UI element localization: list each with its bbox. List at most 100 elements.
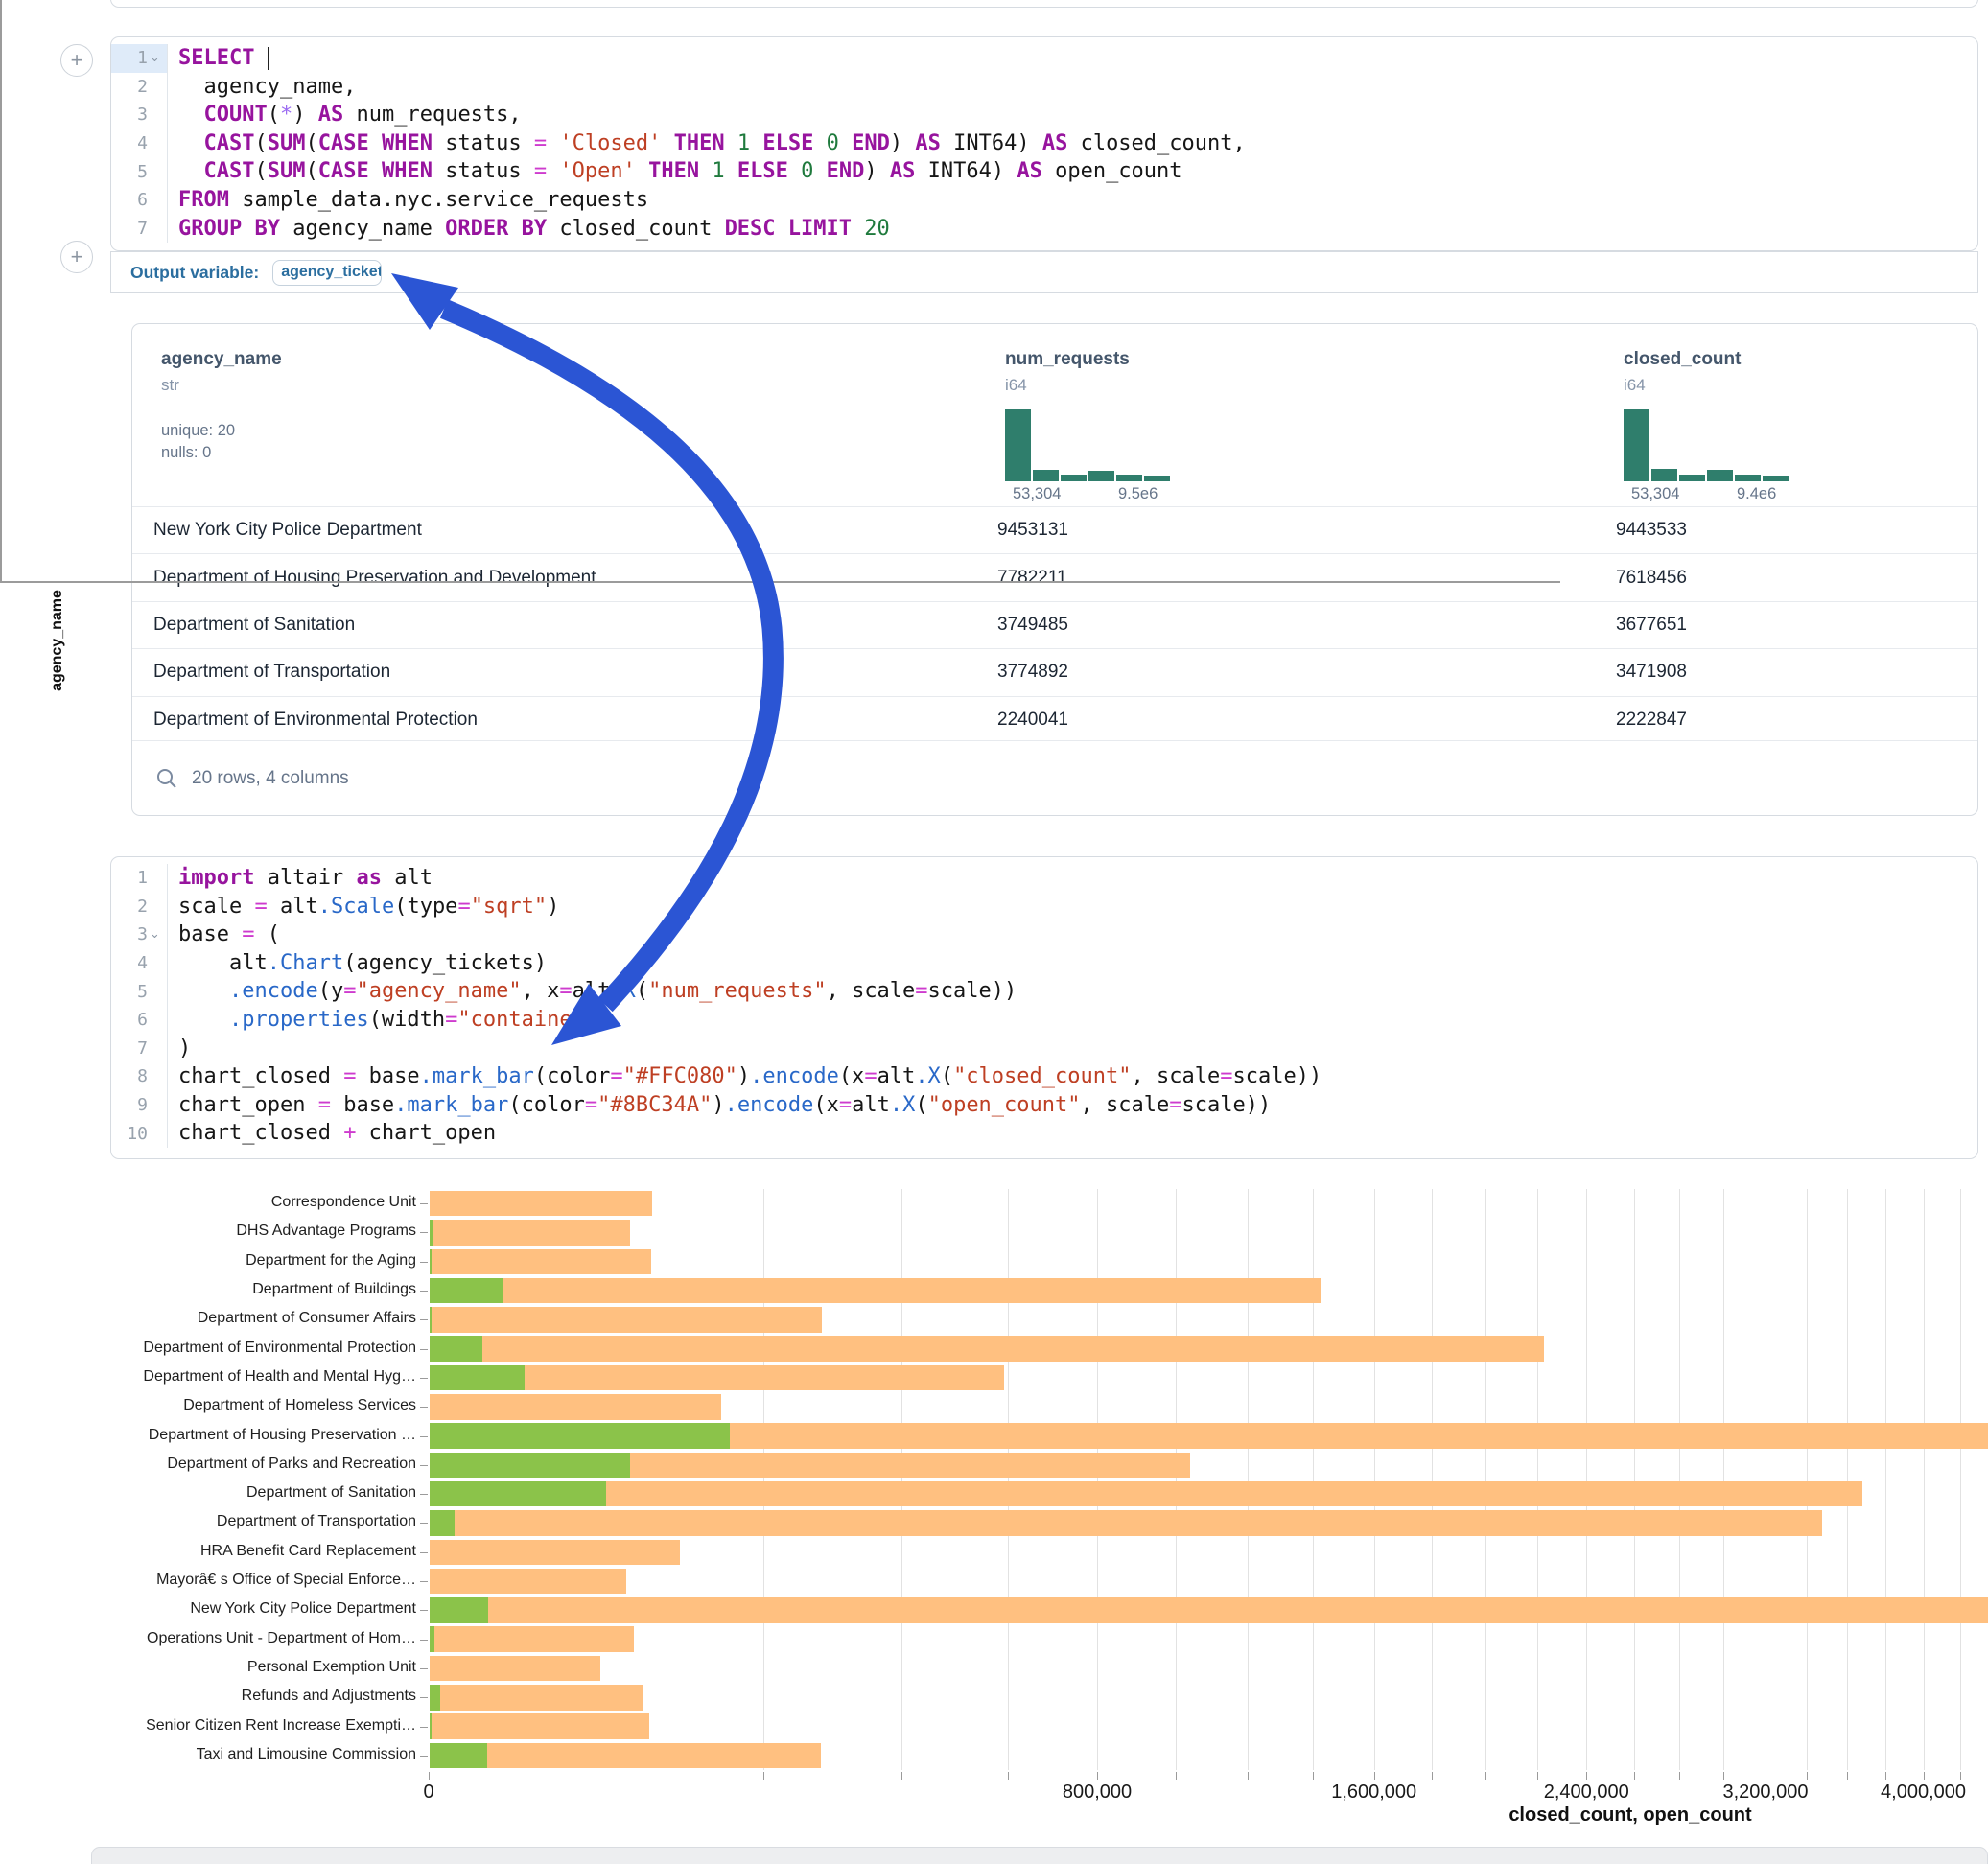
y-axis-label: HRA Benefit Card Replacement [200, 1542, 416, 1559]
code-line[interactable]: 3 ⌄ base = ( [111, 920, 1977, 949]
y-axis-label: Mayorâ€ s Office of Special Enforce… [156, 1572, 416, 1589]
column-header-agency_name[interactable]: agency_name str unique: 20 nulls: 0 [161, 349, 449, 462]
histogram-range: 53,304 9.4e6 [1624, 485, 1911, 506]
gridline [1846, 1189, 1848, 1770]
output-variable-pill[interactable]: agency_tickets [272, 259, 383, 286]
gridline [1678, 1189, 1680, 1770]
code-line[interactable]: 4 alt .Chart (agency_tickets) [111, 948, 1977, 978]
code-line[interactable]: 2 scale = alt .Scale (type = "sqrt") [111, 892, 1977, 921]
x-axis-tick [900, 1771, 902, 1780]
y-axis-label: DHS Advantage Programs [236, 1223, 416, 1240]
code-line[interactable]: 4 CAST(SUM(CASE WHEN status = 'Closed' T… [111, 128, 1977, 158]
line-number: 1 [137, 868, 148, 889]
table-cell: New York City Police Department [153, 520, 422, 541]
table-cell: 9453131 [997, 520, 1068, 541]
sql-cell[interactable]: 1 ⌄ SELECT 2 agency_name, 3 COUNT(*) AS num… [110, 36, 1978, 251]
code-line[interactable]: 9 chart_open = base .mark_bar (color = "#8BC3… [111, 1090, 1977, 1120]
x-axis-tick [1923, 1771, 1925, 1780]
gridline [1536, 1189, 1538, 1770]
sql-code-editor[interactable]: 1 ⌄ SELECT 2 agency_name, 3 COUNT(*) AS num… [111, 37, 1977, 250]
line-number: 3 [137, 105, 148, 126]
column-header-closed_count[interactable]: closed_count i64 53,304 9.4e6 [1624, 349, 1911, 506]
y-axis-tick [420, 1494, 428, 1496]
x-axis-tick [1431, 1771, 1433, 1780]
column-type: i64 [1624, 376, 1646, 394]
bar-open-count [430, 1510, 455, 1536]
gridline [1806, 1189, 1808, 1770]
code-line[interactable]: 1 ⌄ SELECT [111, 44, 1977, 73]
bar-closed-count [430, 1655, 601, 1682]
x-axis-tick-label: 0 [423, 1782, 434, 1803]
table-header: agency_name str unique: 20 nulls: 0 num_requ… [132, 324, 1977, 506]
bar-closed-count [430, 1626, 634, 1652]
x-axis-tick [1806, 1771, 1808, 1780]
table-cell: 2240041 [997, 709, 1068, 730]
code-text: CAST(SUM(CASE WHEN status = 'Open' THEN … [167, 157, 1977, 186]
python-cell[interactable]: 1 import altair as alt 2 scale = alt .Scale(… [110, 856, 1978, 1159]
bar-open-count [430, 1277, 503, 1304]
histogram-bar [1651, 469, 1677, 481]
table-cell: 3749485 [997, 614, 1068, 635]
line-number: 9 [137, 1095, 148, 1116]
code-line[interactable]: 7 GROUP BY agency_name ORDER BY closed_co… [111, 214, 1977, 244]
gridline [1960, 1189, 1962, 1770]
histogram-bar [1005, 409, 1031, 481]
table-cell: Department of Sanitation [153, 614, 356, 635]
previous-cell-edge [110, 0, 1978, 8]
add-cell-button[interactable]: + [60, 241, 93, 273]
histogram-bar [1033, 470, 1059, 481]
y-axis-tick [420, 1261, 428, 1263]
histogram-bar [1679, 474, 1705, 481]
x-axis-tick [1633, 1771, 1635, 1780]
code-text: chart_open = base .mark_bar (color = "#8BC34… [167, 1090, 1977, 1120]
line-number: 1 ⌄ [111, 44, 167, 73]
code-line[interactable]: 7) [111, 1034, 1977, 1063]
y-axis-label: New York City Police Department [190, 1600, 416, 1618]
bar-open-count [430, 1597, 488, 1623]
bar-open-count [430, 1248, 433, 1274]
gridline [1097, 1189, 1098, 1770]
line-number: 2 [137, 76, 148, 97]
search-icon[interactable] [155, 767, 178, 790]
histogram-min: 53,304 [1013, 485, 1062, 502]
code-line[interactable]: 6 .properties (width = "container") [111, 1005, 1977, 1035]
code-line[interactable]: 3 COUNT(*) AS num_requests, [111, 101, 1977, 129]
y-axis-label: Department of Sanitation [246, 1484, 416, 1502]
line-number: 8 [137, 1066, 148, 1087]
code-line[interactable]: 10 chart_closed + chart_open [111, 1119, 1977, 1148]
python-code-editor[interactable]: 1 import altair as alt 2 scale = alt .Scale(… [111, 857, 1977, 1158]
collapse-chevron-icon[interactable]: ⌄ [150, 51, 160, 66]
gridline [1313, 1189, 1315, 1770]
x-axis-tick-label: 1,600,000 [1331, 1782, 1417, 1803]
y-axis-tick [420, 1319, 428, 1321]
bar-closed-count [430, 1277, 1321, 1304]
code-text: chart_closed + chart_open [167, 1119, 1977, 1148]
collapse-chevron-icon[interactable]: ⌄ [150, 927, 160, 943]
code-line[interactable]: 5 CAST(SUM(CASE WHEN status = 'Open' THE… [111, 157, 1977, 186]
table-cell: Department of Environmental Protection [153, 709, 478, 730]
bar-open-count [430, 1307, 433, 1333]
y-axis-label: Department of Environmental Protection [143, 1339, 416, 1356]
line-number: 10 [127, 1123, 148, 1144]
histogram-max: 9.4e6 [1737, 485, 1777, 502]
y-axis-label: Refunds and Adjustments [241, 1688, 416, 1705]
column-header-num_requests[interactable]: num_requests i64 53,304 9.5e6 [1005, 349, 1293, 506]
bar-closed-count [430, 1480, 1863, 1507]
x-axis-tick [1097, 1771, 1098, 1780]
gridline [1431, 1189, 1433, 1770]
table-cell: Department of Transportation [153, 662, 391, 683]
y-axis-label: Taxi and Limousine Commission [196, 1745, 416, 1762]
gridline [1007, 1189, 1009, 1770]
histogram-bar [1624, 409, 1649, 481]
bar-open-count [430, 1423, 731, 1449]
add-cell-button[interactable]: + [60, 44, 93, 77]
code-line[interactable]: 2 agency_name, [111, 72, 1977, 102]
code-line[interactable]: 6 FROM sample_data.nyc.service_requests [111, 185, 1977, 215]
code-line[interactable]: 5 .encode (y = "agency_name", x = alt .X("num_… [111, 977, 1977, 1006]
bar-closed-count [430, 1713, 649, 1739]
y-axis-tick [420, 1348, 428, 1350]
code-line[interactable]: 1 import altair as alt [111, 864, 1977, 893]
bar-open-count [430, 1742, 487, 1769]
code-line[interactable]: 8 chart_closed = base .mark_bar (color = "#FF… [111, 1062, 1977, 1091]
column-type: str [161, 376, 179, 394]
